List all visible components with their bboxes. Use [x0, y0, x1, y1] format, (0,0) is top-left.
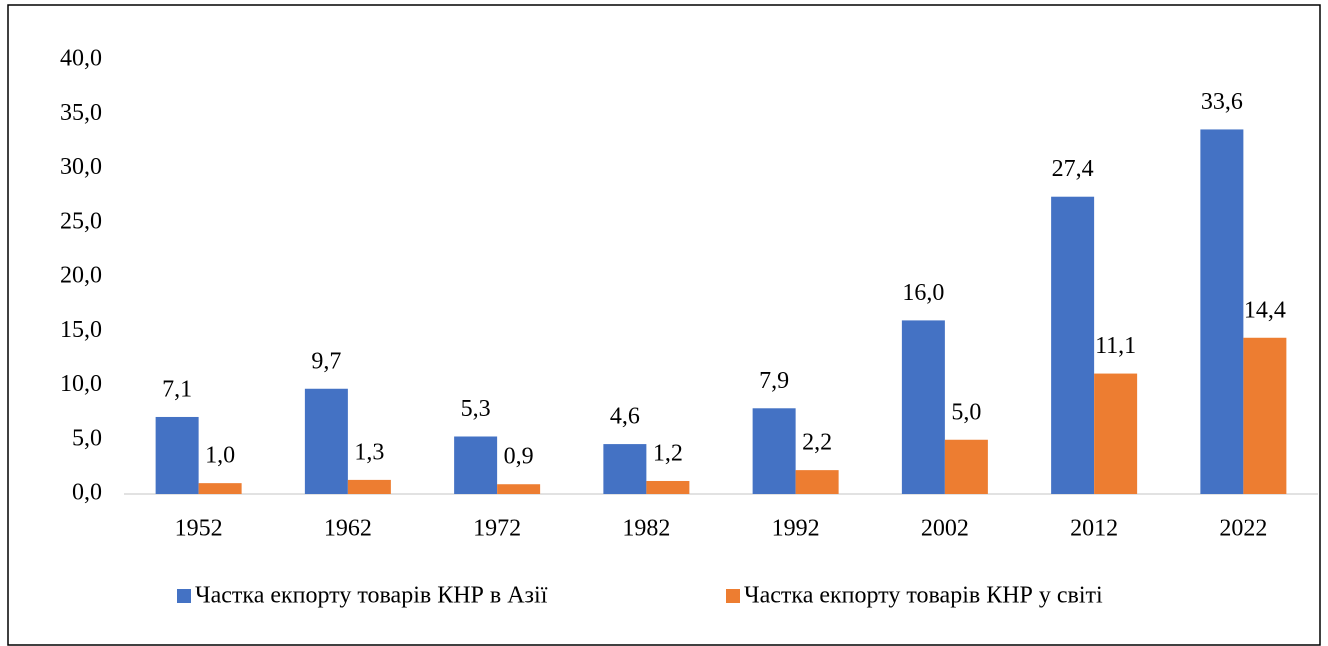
x-tick-label: 1972 [473, 516, 521, 542]
bar [454, 436, 498, 494]
data-label: 0,9 [504, 444, 534, 470]
bar [155, 416, 199, 494]
legend-swatch [177, 589, 191, 603]
bar [198, 483, 242, 494]
data-label: 27,4 [1052, 156, 1094, 182]
data-label: 1,0 [205, 443, 235, 469]
data-label: 14,4 [1244, 297, 1286, 323]
data-label: 4,6 [610, 404, 640, 430]
data-label: 11,1 [1095, 333, 1136, 359]
bar [603, 444, 647, 494]
bar [497, 484, 541, 494]
x-tick-label: 2002 [921, 516, 969, 542]
data-label: 1,3 [354, 439, 384, 465]
x-tick-label: 1952 [175, 516, 223, 542]
data-label: 9,7 [311, 348, 341, 374]
y-tick-label: 5,0 [72, 425, 102, 451]
bar [304, 388, 348, 494]
bar [347, 479, 391, 494]
data-label: 1,2 [653, 440, 683, 466]
data-label: 33,6 [1201, 89, 1243, 115]
bar [1243, 337, 1287, 494]
y-tick-label: 30,0 [60, 154, 102, 180]
bar [1094, 373, 1138, 494]
bar [944, 439, 988, 494]
y-tick-label: 10,0 [60, 371, 102, 397]
x-tick-label: 1982 [622, 516, 670, 542]
legend-swatch [726, 589, 740, 603]
bar [752, 408, 796, 494]
y-tick-label: 40,0 [60, 46, 102, 72]
bar [646, 480, 690, 494]
y-tick-label: 20,0 [60, 263, 102, 289]
x-tick-label: 1962 [324, 516, 372, 542]
bar [795, 470, 839, 494]
legend-label: Частка екпорту товарів КНР у світі [744, 583, 1103, 609]
bar [1051, 196, 1095, 494]
data-label: 2,2 [802, 430, 832, 456]
x-tick-label: 2022 [1219, 516, 1267, 542]
bar [901, 320, 945, 494]
y-tick-label: 0,0 [72, 480, 102, 506]
bar [1200, 129, 1244, 494]
chart-border [7, 4, 1321, 646]
data-label: 16,0 [902, 280, 944, 306]
x-tick-label: 2012 [1070, 516, 1118, 542]
data-label: 7,9 [759, 368, 789, 394]
data-label: 7,1 [162, 376, 192, 402]
y-tick-label: 35,0 [60, 100, 102, 126]
legend-label: Частка екпорту товарів КНР в Азії [195, 583, 548, 609]
y-tick-label: 25,0 [60, 208, 102, 234]
data-label: 5,0 [951, 399, 981, 425]
x-tick-label: 1992 [772, 516, 820, 542]
y-tick-label: 15,0 [60, 317, 102, 343]
data-label: 5,3 [461, 396, 491, 422]
